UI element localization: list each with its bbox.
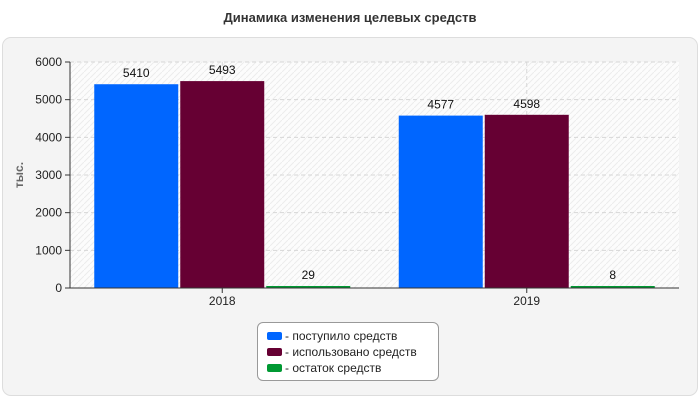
bar-data-label: 5410 xyxy=(123,66,150,80)
y-tick-label: 0 xyxy=(55,281,62,295)
legend-item: - использовано средств xyxy=(267,344,438,360)
y-tick-label: 1000 xyxy=(35,243,62,257)
legend-label: - остаток средств xyxy=(285,361,382,375)
legend-label: - использовано средств xyxy=(285,345,417,359)
y-tick-label: 3000 xyxy=(35,168,62,182)
bar-data-label: 4577 xyxy=(427,98,454,112)
bar xyxy=(570,286,655,288)
bar-data-label: 5493 xyxy=(209,63,236,77)
legend-label: - поступило средств xyxy=(285,329,398,343)
bar-data-label: 4598 xyxy=(513,97,540,111)
bar-data-label: 8 xyxy=(609,268,616,282)
bar-data-label: 29 xyxy=(302,268,316,282)
y-tick-label: 4000 xyxy=(35,130,62,144)
x-tick-label: 2018 xyxy=(209,294,236,308)
bar xyxy=(484,114,569,288)
legend-item: - поступило средств xyxy=(267,328,438,344)
bar xyxy=(94,84,179,289)
y-axis-label: тыс. xyxy=(12,162,26,188)
legend-swatch xyxy=(267,364,282,372)
x-tick-label: 2019 xyxy=(513,294,540,308)
legend-swatch xyxy=(267,348,282,356)
legend-item: - остаток средств xyxy=(267,360,438,376)
y-tick-label: 5000 xyxy=(35,93,62,107)
bar xyxy=(266,286,351,288)
chart-title: Динамика изменения целевых средств xyxy=(223,10,477,25)
y-tick-label: 6000 xyxy=(35,55,62,69)
legend-swatch xyxy=(267,332,282,340)
bar xyxy=(180,81,265,288)
y-tick-label: 2000 xyxy=(35,206,62,220)
bar xyxy=(398,115,483,288)
chart-legend: - поступило средств - использовано средст… xyxy=(257,322,439,381)
